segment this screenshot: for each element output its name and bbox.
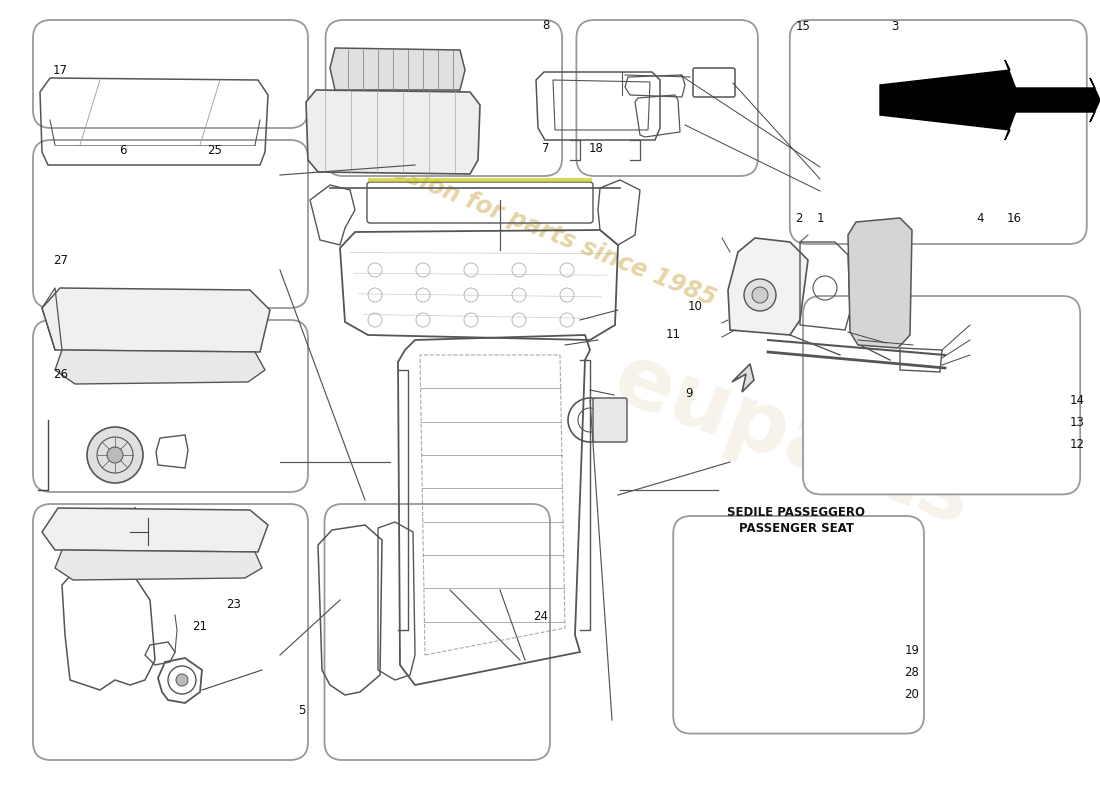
FancyBboxPatch shape [790, 20, 1087, 244]
Circle shape [87, 427, 143, 483]
Text: 16: 16 [1006, 212, 1022, 225]
Circle shape [176, 674, 188, 686]
Circle shape [752, 287, 768, 303]
FancyBboxPatch shape [576, 20, 758, 176]
Text: 9: 9 [685, 387, 693, 400]
Text: 8: 8 [542, 19, 550, 32]
Text: 1: 1 [816, 212, 824, 225]
Text: euparts: euparts [602, 337, 982, 543]
Text: 12: 12 [1069, 438, 1085, 450]
FancyBboxPatch shape [33, 504, 308, 760]
Text: 2: 2 [795, 212, 803, 225]
Text: 14: 14 [1069, 394, 1085, 406]
FancyBboxPatch shape [593, 398, 627, 442]
Text: 26: 26 [53, 368, 68, 381]
Polygon shape [55, 550, 262, 580]
Text: PASSENGER SEAT: PASSENGER SEAT [739, 522, 854, 534]
Text: 28: 28 [904, 666, 920, 678]
Text: 23: 23 [227, 598, 242, 610]
Text: 18: 18 [588, 142, 604, 154]
Text: 24: 24 [534, 610, 549, 622]
Polygon shape [42, 288, 270, 352]
FancyBboxPatch shape [326, 20, 562, 176]
FancyBboxPatch shape [33, 140, 308, 308]
Text: 3: 3 [891, 20, 899, 33]
Text: 15: 15 [795, 20, 811, 33]
Circle shape [744, 279, 775, 311]
Text: a passion for parts since 1985: a passion for parts since 1985 [337, 138, 719, 310]
Text: 5: 5 [298, 704, 306, 717]
Polygon shape [732, 364, 754, 392]
Text: 13: 13 [1069, 416, 1085, 429]
Circle shape [107, 447, 123, 463]
Text: 10: 10 [688, 300, 703, 313]
Text: SEDILE PASSEGGERO: SEDILE PASSEGGERO [727, 506, 866, 518]
Text: 7: 7 [542, 142, 550, 154]
Text: 25: 25 [207, 144, 222, 157]
Polygon shape [728, 238, 808, 335]
Polygon shape [848, 218, 912, 348]
Polygon shape [880, 60, 1020, 140]
FancyBboxPatch shape [324, 504, 550, 760]
Polygon shape [330, 48, 465, 90]
Text: 6: 6 [119, 144, 126, 157]
Text: 19: 19 [904, 644, 920, 657]
FancyBboxPatch shape [803, 296, 1080, 494]
Text: 27: 27 [53, 254, 68, 266]
Text: 21: 21 [192, 620, 208, 633]
Polygon shape [1010, 78, 1100, 122]
Polygon shape [306, 90, 480, 174]
Polygon shape [55, 350, 265, 384]
FancyBboxPatch shape [673, 516, 924, 734]
Text: 20: 20 [904, 688, 920, 701]
Text: 11: 11 [666, 328, 681, 341]
FancyBboxPatch shape [33, 20, 308, 128]
Text: 17: 17 [53, 64, 68, 77]
Text: 4: 4 [977, 212, 985, 225]
Polygon shape [42, 508, 268, 552]
FancyBboxPatch shape [33, 320, 308, 492]
